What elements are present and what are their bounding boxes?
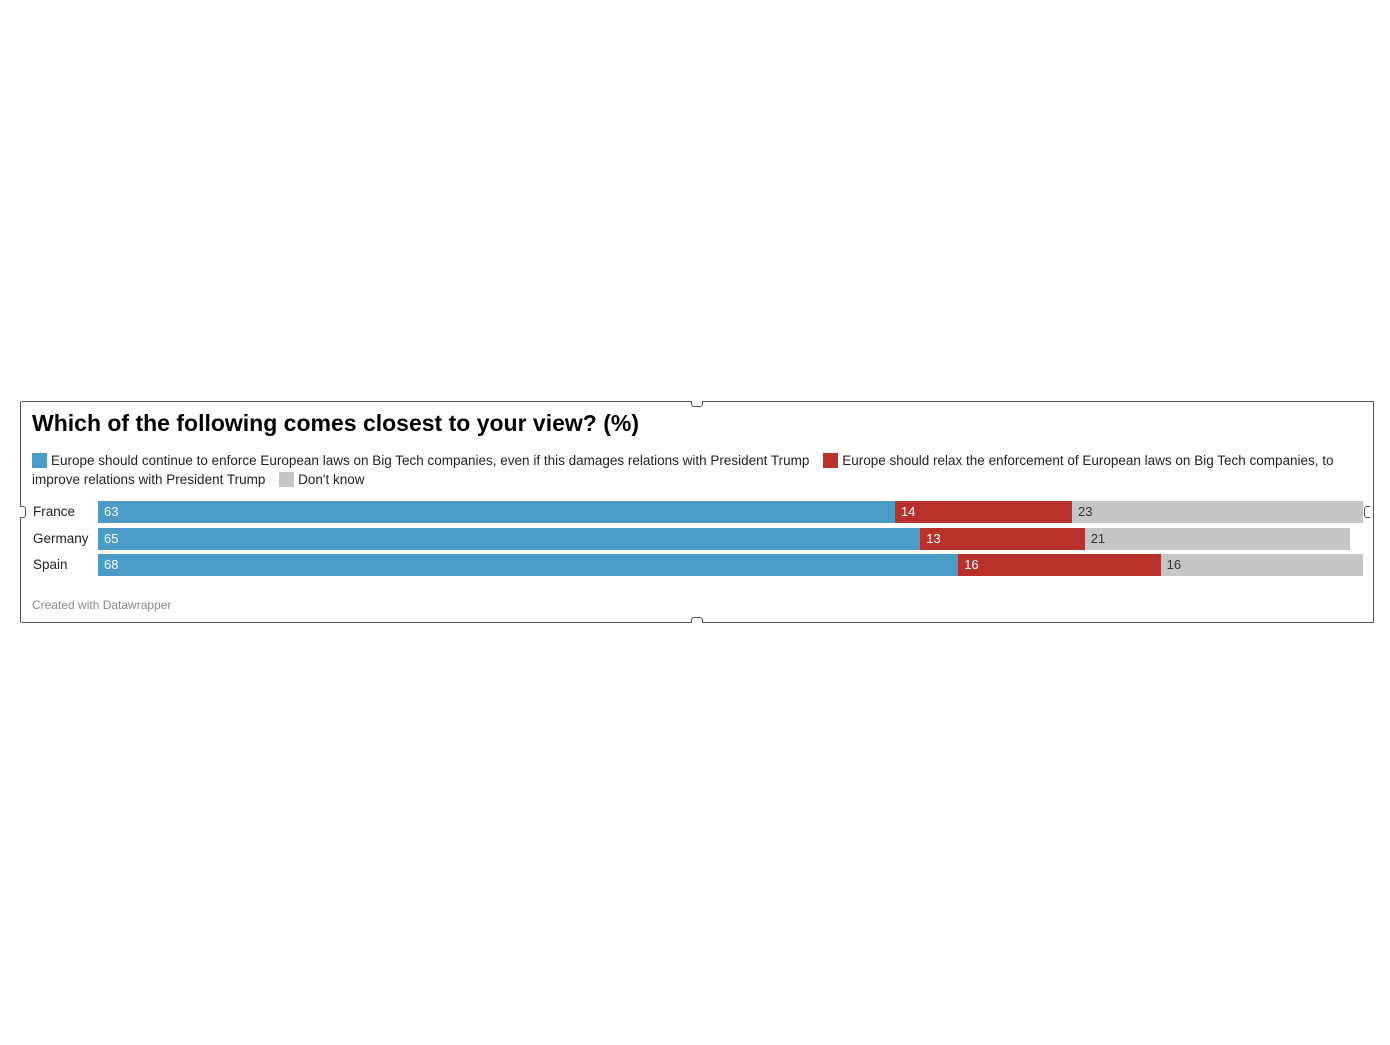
chart-legend: Europe should continue to enforce Europe…	[32, 451, 1362, 489]
bar-value-label: 68	[104, 557, 119, 572]
resize-handle-right[interactable]	[1364, 506, 1370, 518]
bar-row-france: France 63 14 23	[32, 501, 1363, 523]
bar-segment-dont-know: 23	[1072, 501, 1363, 523]
bar-track: 68 16 16	[98, 554, 1363, 576]
legend-label-enforce: Europe should continue to enforce Europe…	[51, 453, 810, 468]
bar-rows: France 63 14 23 Germany 65 13 21 Spain 68 16 1…	[32, 501, 1363, 581]
bar-row-germany: Germany 65 13 21	[32, 527, 1363, 550]
bar-segment-enforce: 63	[98, 501, 895, 523]
bar-track: 63 14 23	[98, 501, 1363, 523]
legend-swatch-enforce	[32, 453, 47, 468]
bar-value-label: 63	[104, 504, 119, 519]
bar-segment-relax: 16	[958, 554, 1161, 576]
bar-segment-dont-know: 21	[1084, 527, 1351, 550]
legend-item-dont-know: Don't know	[279, 472, 364, 487]
bar-segment-enforce: 65	[98, 527, 921, 550]
resize-handle-top[interactable]	[691, 401, 703, 407]
bar-value-label: 21	[1090, 530, 1106, 546]
category-label: France	[33, 504, 76, 519]
bar-track: 65 13 21	[98, 527, 1363, 550]
bar-segment-relax: 13	[920, 527, 1085, 550]
bar-segment-dont-know: 16	[1160, 554, 1363, 576]
bar-value-label: 16	[1166, 557, 1182, 572]
legend-swatch-dont-know	[279, 472, 295, 487]
bar-value-label: 13	[926, 530, 941, 546]
legend-item-relax: Europe should relax the enforcement of E…	[32, 453, 1334, 487]
legend-swatch-relax	[823, 453, 839, 468]
bar-value-label: 65	[104, 530, 119, 546]
frame-right-edge	[1368, 401, 1374, 623]
bar-value-label: 23	[1078, 504, 1093, 519]
category-label: Spain	[33, 557, 68, 572]
legend-label-dont-know: Don't know	[298, 472, 365, 487]
resize-handle-left[interactable]	[20, 506, 26, 518]
legend-label-relax: Europe should relax the enforcement of E…	[32, 453, 1334, 487]
legend-item-enforce: Europe should continue to enforce Europe…	[32, 453, 809, 468]
bar-segment-relax: 14	[894, 501, 1073, 523]
category-label: Germany	[33, 530, 89, 546]
bar-value-label: 16	[964, 557, 979, 572]
chart-title: Which of the following comes closest to …	[32, 410, 639, 436]
resize-handle-bottom[interactable]	[691, 617, 703, 623]
footer-credit: Created with Datawrapper	[32, 598, 172, 612]
bar-row-spain: Spain 68 16 16	[32, 554, 1363, 576]
bar-value-label: 14	[900, 504, 916, 519]
bar-segment-enforce: 68	[98, 554, 959, 576]
